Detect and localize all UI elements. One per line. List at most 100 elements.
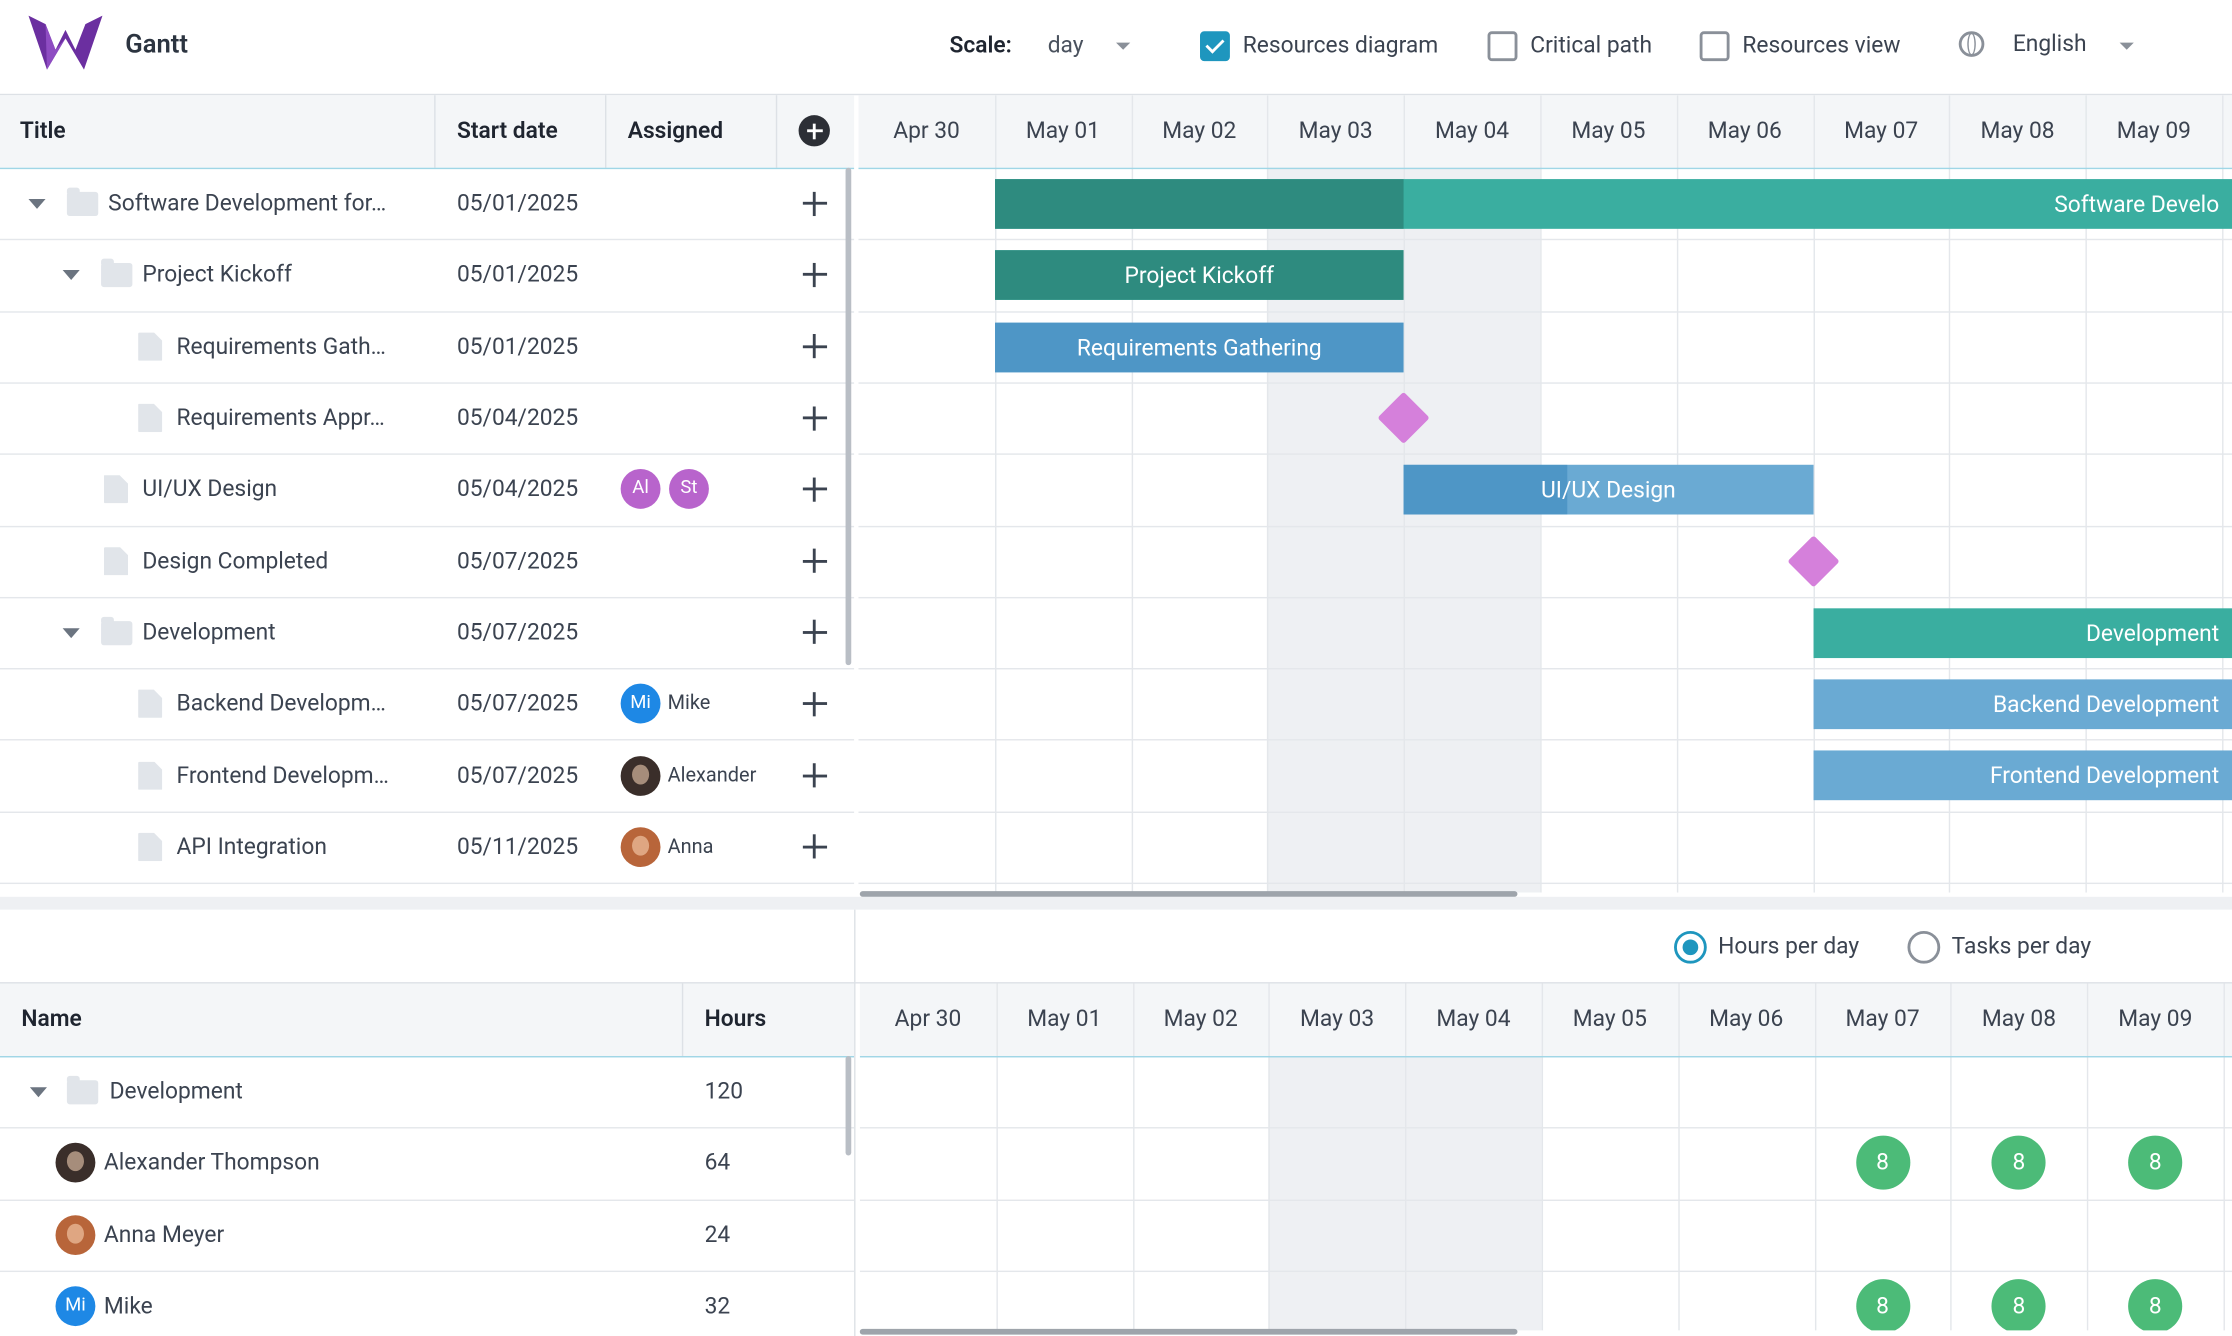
task-start-date: 05/04/2025: [456, 475, 579, 503]
checkbox[interactable]: [1699, 31, 1730, 62]
date-label: May 03: [1300, 1004, 1375, 1032]
add-button[interactable]: [800, 689, 829, 719]
load-badge: 8: [1855, 1136, 1910, 1191]
load-badge: 8: [1855, 1279, 1910, 1331]
grid-header: [0, 95, 855, 168]
language-dropdown[interactable]: English: [2012, 29, 2087, 57]
row-divider: [858, 525, 2232, 527]
column-divider: [1132, 983, 1134, 1331]
dropdown-arrow[interactable]: [2119, 42, 2134, 50]
bar-label: Software Develo: [2054, 190, 2220, 218]
checkbox-label[interactable]: Resources diagram: [1242, 31, 1439, 59]
task-title: Frontend Developm…: [176, 761, 389, 789]
row-divider: [0, 596, 855, 599]
date-label: May 04: [1434, 116, 1510, 144]
column-divider: [1541, 983, 1544, 1331]
add-button[interactable]: [800, 832, 829, 862]
folder-tab: [101, 259, 114, 265]
project-bar[interactable]: Development: [1812, 608, 2232, 658]
task-title: Software Development for…: [108, 189, 387, 217]
vertical-scrollbar[interactable]: [845, 1056, 852, 1156]
checkbox-label[interactable]: Critical path: [1530, 31, 1653, 59]
expand-toggle[interactable]: [28, 199, 46, 210]
add-button[interactable]: [800, 260, 829, 290]
task-start-date: 05/01/2025: [456, 260, 579, 288]
resource-name: Mike: [103, 1292, 153, 1320]
task-bar[interactable]: Frontend Development: [1812, 751, 2232, 801]
task-title: Project Kickoff: [142, 260, 292, 288]
avatar-photo-face: [632, 835, 650, 856]
radio-label[interactable]: Tasks per day: [1951, 932, 2092, 960]
checkbox[interactable]: [1200, 31, 1230, 62]
bar-label: Requirements Gathering: [1076, 333, 1322, 361]
date-label: May 07: [1845, 1004, 1920, 1032]
project-bar[interactable]: Software Develo: [994, 179, 2232, 229]
add-button[interactable]: [800, 761, 829, 790]
row-divider: [858, 453, 2232, 456]
add-button[interactable]: [800, 475, 829, 504]
column-divider: [854, 909, 856, 1336]
date-label: May 06: [1707, 116, 1782, 144]
avatar: [55, 1214, 96, 1255]
add-button[interactable]: [800, 546, 829, 576]
expand-toggle[interactable]: [62, 270, 80, 281]
row-divider: [858, 596, 2232, 599]
radio-button[interactable]: [1674, 930, 1707, 964]
task-start-date: 05/01/2025: [456, 189, 579, 217]
resource-group-name: Development: [109, 1077, 243, 1105]
expand-toggle[interactable]: [29, 1087, 47, 1098]
scale-label: Scale:: [949, 31, 1012, 59]
add-button[interactable]: [800, 332, 829, 361]
progress-fill: [994, 250, 1404, 301]
nonworking-day: [1268, 1056, 1406, 1331]
row-divider: [858, 167, 2232, 170]
column-divider: [1678, 983, 1680, 1331]
row-divider: [858, 739, 2232, 742]
expand-toggle[interactable]: [62, 628, 80, 639]
checkbox[interactable]: [1487, 31, 1518, 62]
checkbox-label[interactable]: Resources view: [1742, 31, 1901, 59]
column-divider: [994, 95, 997, 893]
resource-timeline: Apr 30 May 01 May 02 May 03 May 04 May 05 May …: [859, 983, 2232, 1331]
bar-label: Development: [2085, 619, 2220, 647]
resource-name: Anna Meyer: [103, 1220, 225, 1248]
milestone: [1786, 534, 1840, 588]
add-button[interactable]: [800, 403, 829, 433]
task-bar[interactable]: UI/UX Design: [1403, 465, 1813, 515]
file-icon: [138, 689, 163, 719]
project-bar[interactable]: Project Kickoff: [994, 250, 1404, 301]
task-bar[interactable]: Backend Development: [1812, 679, 2232, 730]
folder-tab: [66, 1076, 80, 1082]
column-divider: [996, 983, 998, 1331]
avatar: [55, 1143, 96, 1184]
dropdown-arrow[interactable]: [1116, 42, 1131, 50]
date-label: May 09: [2118, 1004, 2193, 1032]
panel-splitter[interactable]: [0, 896, 2232, 910]
vertical-scrollbar[interactable]: [845, 167, 852, 666]
task-title: Development: [142, 618, 276, 646]
add-button[interactable]: [800, 618, 829, 647]
row-divider: [0, 453, 855, 456]
row-divider: [0, 882, 855, 885]
row-divider: [0, 1198, 855, 1201]
task-title: Design Completed: [142, 546, 329, 574]
column-header: Start date: [456, 116, 558, 144]
scale-dropdown[interactable]: day: [1047, 31, 1084, 59]
date-label: May 01: [1027, 1004, 1102, 1032]
task-start-date: 05/07/2025: [456, 546, 579, 574]
column-divider: [2085, 95, 2088, 893]
horizontal-scrollbar[interactable]: [859, 891, 1518, 897]
add-task-button[interactable]: [798, 115, 830, 147]
timeline-header: [859, 983, 2232, 1057]
row-divider: [0, 811, 855, 813]
row-divider: [0, 310, 855, 313]
column-divider: [2222, 95, 2224, 893]
radio-button[interactable]: [1907, 930, 1941, 964]
task-bar[interactable]: Requirements Gathering: [994, 322, 1404, 372]
file-icon: [138, 832, 163, 862]
add-button[interactable]: [800, 189, 829, 218]
horizontal-scrollbar[interactable]: [859, 1328, 1518, 1335]
app-logo: [28, 15, 103, 70]
radio-label[interactable]: Hours per day: [1718, 932, 1860, 960]
